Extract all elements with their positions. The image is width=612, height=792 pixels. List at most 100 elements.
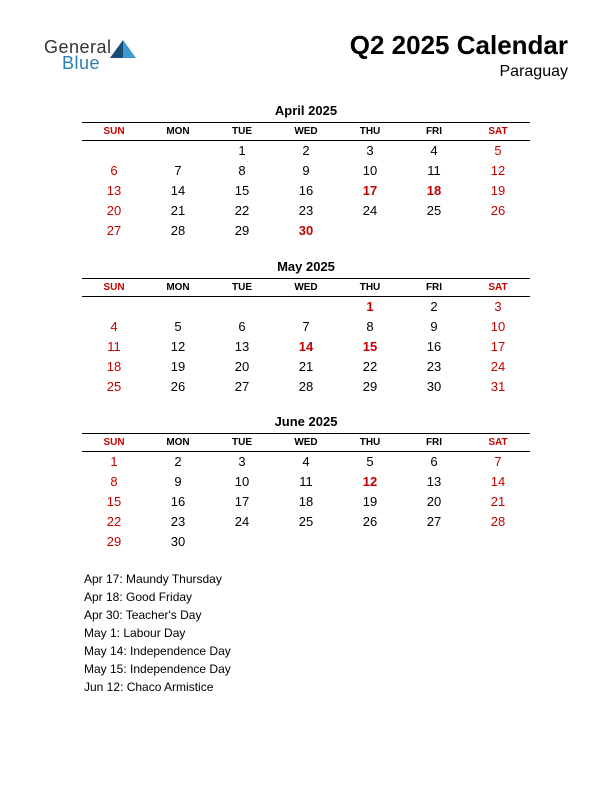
day-cell: 2 bbox=[274, 141, 338, 161]
day-cell: 22 bbox=[82, 512, 146, 532]
calendar-table: SUNMONTUEWEDTHUFRISAT1234567891011121314… bbox=[82, 278, 530, 397]
day-cell bbox=[466, 532, 530, 552]
day-cell: 14 bbox=[274, 336, 338, 356]
day-cell: 28 bbox=[146, 221, 210, 241]
day-cell: 3 bbox=[466, 296, 530, 316]
day-cell: 15 bbox=[210, 181, 274, 201]
day-cell bbox=[338, 532, 402, 552]
holiday-item: May 15: Independence Day bbox=[84, 660, 568, 678]
day-header: SUN bbox=[82, 278, 146, 296]
day-cell: 29 bbox=[338, 376, 402, 396]
day-cell: 27 bbox=[210, 376, 274, 396]
day-cell: 21 bbox=[146, 201, 210, 221]
day-cell: 22 bbox=[210, 201, 274, 221]
day-cell: 21 bbox=[466, 492, 530, 512]
month-title: April 2025 bbox=[82, 103, 530, 118]
logo-triangle-icon bbox=[110, 40, 136, 60]
day-cell: 9 bbox=[402, 316, 466, 336]
day-cell: 19 bbox=[146, 356, 210, 376]
holiday-item: Apr 17: Maundy Thursday bbox=[84, 570, 568, 588]
day-cell: 12 bbox=[466, 161, 530, 181]
day-cell: 10 bbox=[210, 472, 274, 492]
calendar-table: SUNMONTUEWEDTHUFRISAT1234567891011121314… bbox=[82, 122, 530, 241]
day-cell: 25 bbox=[82, 376, 146, 396]
day-header: TUE bbox=[210, 278, 274, 296]
day-cell: 22 bbox=[338, 356, 402, 376]
day-cell: 23 bbox=[146, 512, 210, 532]
title-block: Q2 2025 Calendar Paraguay bbox=[350, 30, 568, 81]
day-cell: 11 bbox=[402, 161, 466, 181]
day-cell: 28 bbox=[274, 376, 338, 396]
day-cell: 19 bbox=[338, 492, 402, 512]
day-cell: 7 bbox=[274, 316, 338, 336]
day-cell: 4 bbox=[402, 141, 466, 161]
day-cell bbox=[402, 532, 466, 552]
day-cell: 11 bbox=[274, 472, 338, 492]
day-cell: 13 bbox=[210, 336, 274, 356]
day-cell: 31 bbox=[466, 376, 530, 396]
day-cell: 20 bbox=[210, 356, 274, 376]
day-cell: 30 bbox=[402, 376, 466, 396]
holiday-item: Apr 18: Good Friday bbox=[84, 588, 568, 606]
day-cell: 17 bbox=[466, 336, 530, 356]
day-cell: 6 bbox=[402, 452, 466, 472]
day-cell: 5 bbox=[338, 452, 402, 472]
day-cell: 1 bbox=[210, 141, 274, 161]
day-cell: 17 bbox=[210, 492, 274, 512]
month-block: June 2025SUNMONTUEWEDTHUFRISAT1234567891… bbox=[82, 414, 530, 552]
day-cell: 13 bbox=[402, 472, 466, 492]
day-cell: 25 bbox=[402, 201, 466, 221]
holiday-item: Apr 30: Teacher's Day bbox=[84, 606, 568, 624]
month-title: May 2025 bbox=[82, 259, 530, 274]
day-cell: 5 bbox=[466, 141, 530, 161]
day-cell: 30 bbox=[274, 221, 338, 241]
day-cell: 24 bbox=[466, 356, 530, 376]
day-cell bbox=[146, 296, 210, 316]
day-cell: 20 bbox=[402, 492, 466, 512]
holiday-list: Apr 17: Maundy ThursdayApr 18: Good Frid… bbox=[84, 570, 568, 696]
day-cell: 6 bbox=[210, 316, 274, 336]
day-cell: 4 bbox=[274, 452, 338, 472]
logo-text: General Blue bbox=[44, 38, 112, 72]
day-header: FRI bbox=[402, 278, 466, 296]
day-cell: 16 bbox=[274, 181, 338, 201]
day-header: MON bbox=[146, 434, 210, 452]
day-header: THU bbox=[338, 434, 402, 452]
day-cell: 27 bbox=[402, 512, 466, 532]
holiday-item: Jun 12: Chaco Armistice bbox=[84, 678, 568, 696]
day-cell: 18 bbox=[274, 492, 338, 512]
day-cell bbox=[210, 296, 274, 316]
day-cell: 24 bbox=[338, 201, 402, 221]
logo-word-blue: Blue bbox=[62, 54, 112, 72]
header: General Blue Q2 2025 Calendar Paraguay bbox=[44, 30, 568, 81]
day-cell: 25 bbox=[274, 512, 338, 532]
day-cell bbox=[82, 296, 146, 316]
day-cell bbox=[146, 141, 210, 161]
day-header: TUE bbox=[210, 434, 274, 452]
day-cell: 8 bbox=[82, 472, 146, 492]
day-cell: 8 bbox=[210, 161, 274, 181]
day-cell: 11 bbox=[82, 336, 146, 356]
month-title: June 2025 bbox=[82, 414, 530, 429]
day-header: THU bbox=[338, 123, 402, 141]
day-header: MON bbox=[146, 123, 210, 141]
page-subtitle: Paraguay bbox=[350, 63, 568, 81]
month-block: May 2025SUNMONTUEWEDTHUFRISAT12345678910… bbox=[82, 259, 530, 397]
day-cell: 7 bbox=[146, 161, 210, 181]
day-cell bbox=[274, 532, 338, 552]
page-title: Q2 2025 Calendar bbox=[350, 30, 568, 61]
day-cell: 6 bbox=[82, 161, 146, 181]
month-block: April 2025SUNMONTUEWEDTHUFRISAT123456789… bbox=[82, 103, 530, 241]
day-cell: 12 bbox=[146, 336, 210, 356]
day-cell: 9 bbox=[274, 161, 338, 181]
day-cell: 16 bbox=[402, 336, 466, 356]
day-cell: 4 bbox=[82, 316, 146, 336]
day-cell: 1 bbox=[82, 452, 146, 472]
day-cell: 26 bbox=[338, 512, 402, 532]
day-cell: 13 bbox=[82, 181, 146, 201]
day-header: SAT bbox=[466, 278, 530, 296]
day-header: SUN bbox=[82, 434, 146, 452]
day-header: WED bbox=[274, 434, 338, 452]
day-cell: 3 bbox=[338, 141, 402, 161]
day-header: FRI bbox=[402, 123, 466, 141]
